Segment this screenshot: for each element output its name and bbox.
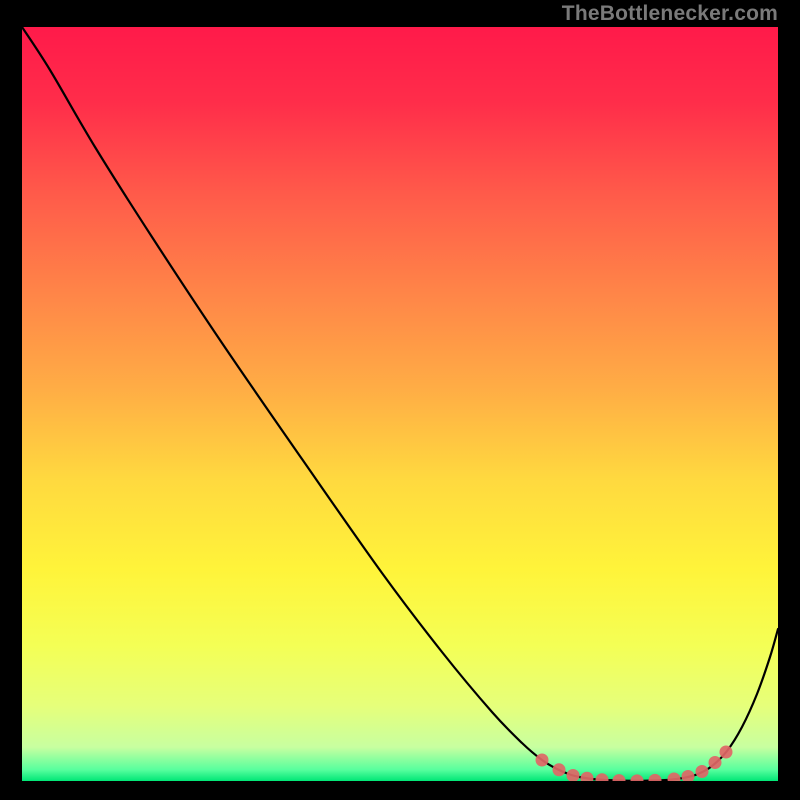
curve-marker	[553, 763, 566, 776]
curve-marker	[536, 754, 549, 767]
curve-marker	[720, 746, 733, 759]
watermark-text: TheBottlenecker.com	[562, 2, 778, 26]
chart-svg	[22, 27, 778, 781]
gradient-background	[22, 27, 778, 781]
curve-marker	[696, 765, 709, 778]
plot-area	[22, 27, 778, 781]
curve-marker	[709, 756, 722, 769]
